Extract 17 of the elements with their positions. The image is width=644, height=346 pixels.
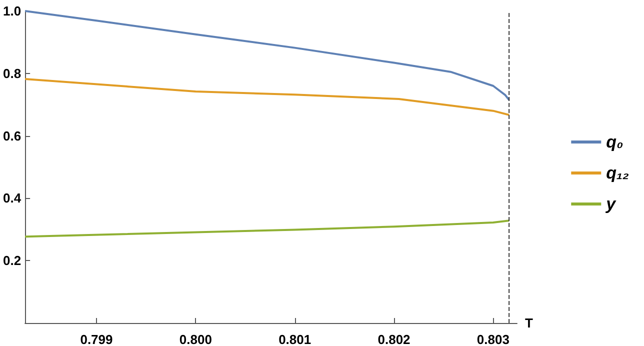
legend-label: q₀ xyxy=(606,132,624,152)
x-tick-label: 0.800 xyxy=(179,332,212,346)
x-tick-label: 0.803 xyxy=(476,332,510,346)
y-tick-label: 0.4 xyxy=(2,190,22,206)
x-axis-title: T xyxy=(525,316,533,330)
legend-label: y xyxy=(605,194,618,214)
x-tick-label: 0.802 xyxy=(378,332,410,346)
y-tick-label: 1.0 xyxy=(2,4,22,18)
line-series xyxy=(24,220,510,238)
line-series xyxy=(24,78,510,116)
x-tick-label: 0.801 xyxy=(278,332,312,346)
y-tick-label: 0.6 xyxy=(2,128,22,144)
legend-label: q₁₂ xyxy=(606,164,630,182)
y-tick-label: 0.2 xyxy=(2,253,22,268)
x-tick-label: 0.799 xyxy=(80,332,113,346)
line-series xyxy=(24,10,510,101)
y-tick-label: 0.8 xyxy=(2,66,22,81)
